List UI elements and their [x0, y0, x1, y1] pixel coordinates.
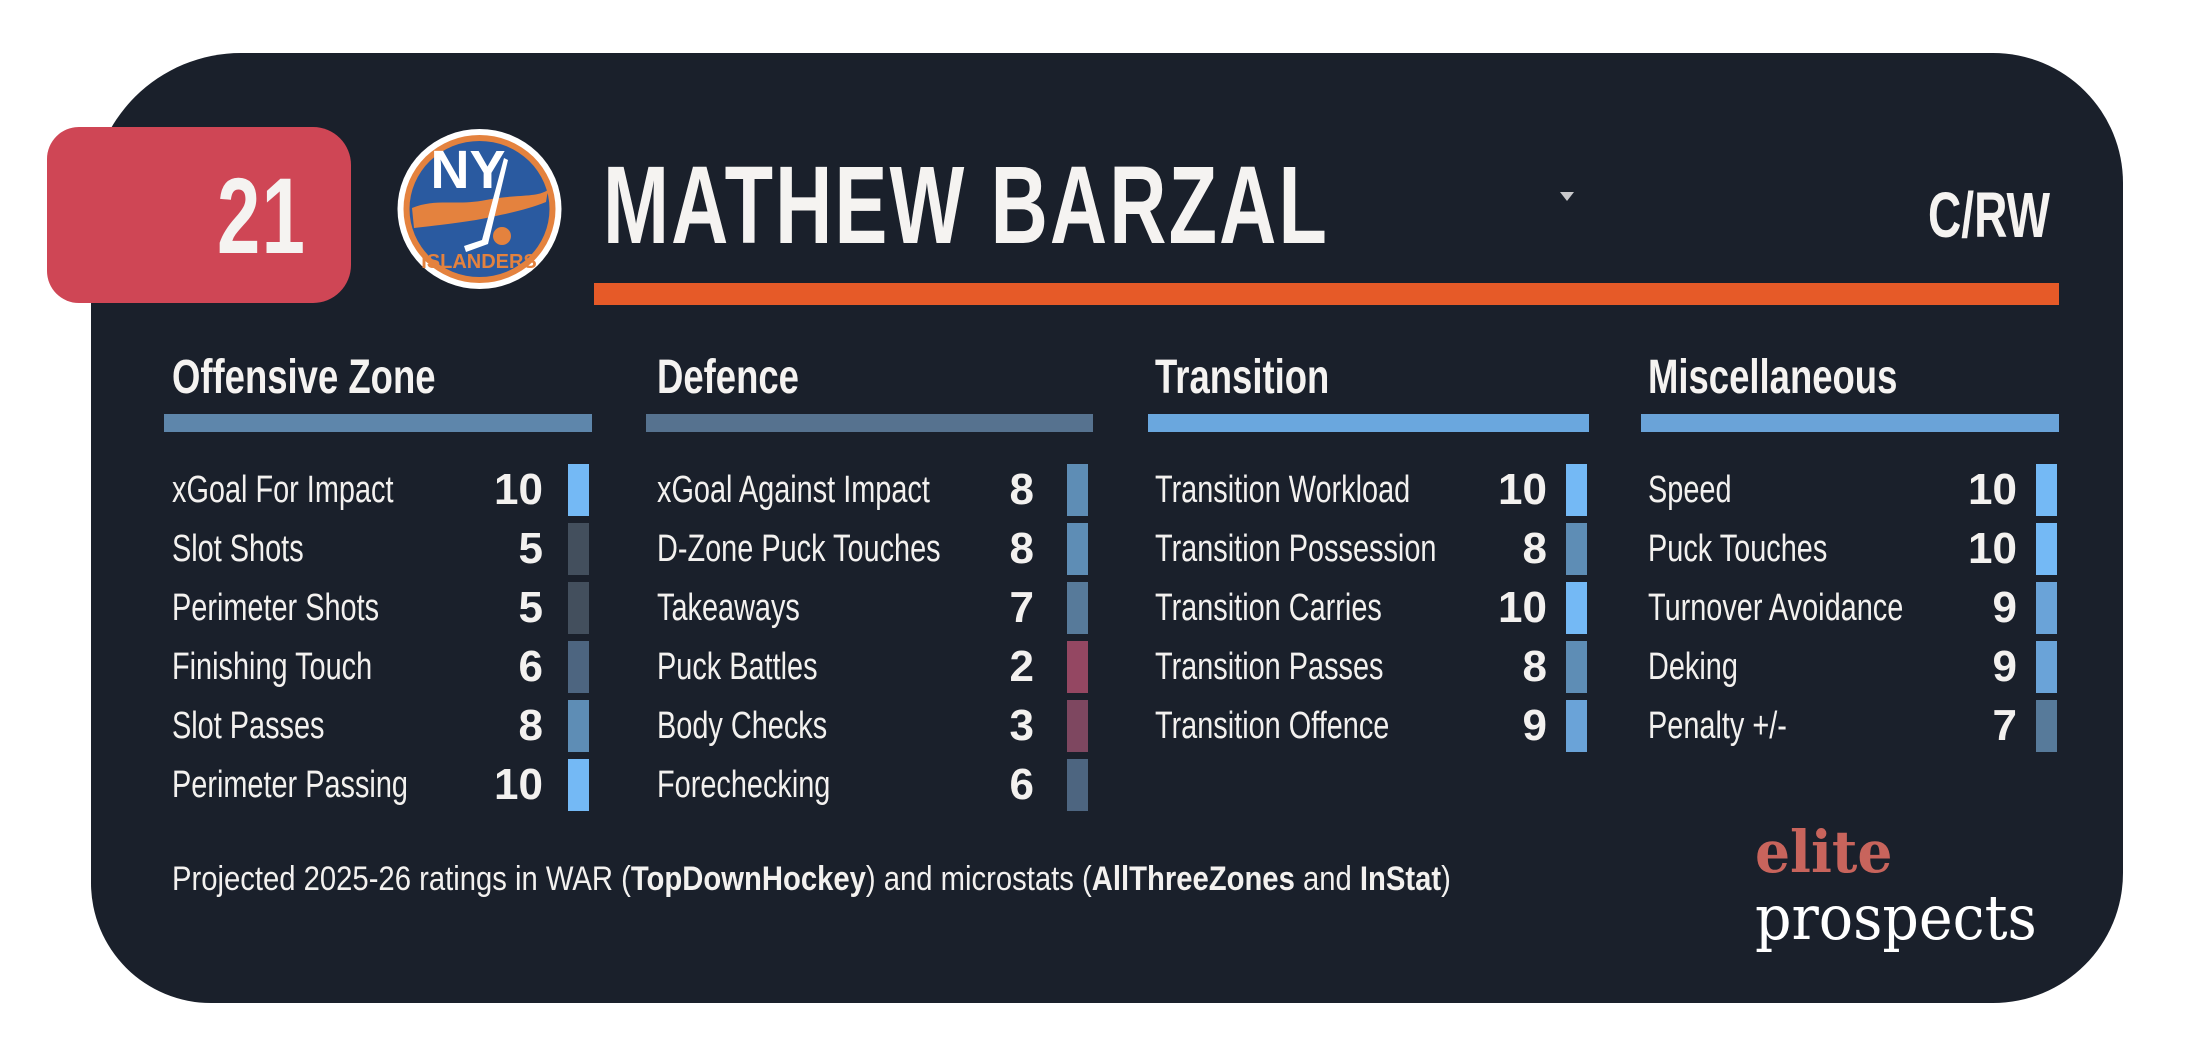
svg-text:ISLANDERS: ISLANDERS [421, 251, 537, 273]
stat-label: Transition Passes [1155, 646, 1384, 688]
section-title-offensive-zone: Offensive Zone [172, 351, 436, 404]
stat-rating-bar [2036, 464, 2057, 516]
stat-label: Perimeter Shots [172, 587, 380, 629]
footer-text: ) and microstats ( [865, 860, 1092, 898]
source-allthreezones: AllThreeZones [1091, 860, 1295, 898]
stat-rating-bar [1067, 759, 1088, 811]
stat-rating-bar [1566, 464, 1587, 516]
stat-value: 2 [1009, 642, 1034, 691]
stat-label: Takeaways [657, 587, 800, 629]
stat-label: Forechecking [657, 764, 831, 806]
stat-value: 10 [1968, 465, 2017, 514]
stat-value: 8 [1009, 465, 1034, 514]
stat-label: Body Checks [657, 705, 828, 747]
section-bar-transition [1148, 414, 1589, 432]
stat-label: Speed [1648, 469, 1732, 511]
elite-prospects-logo: elite prospects [1755, 822, 2061, 950]
stat-value: 10 [494, 465, 543, 514]
stat-value: 10 [494, 760, 543, 809]
section-bar-defence [646, 414, 1093, 432]
svg-text:NY: NY [430, 140, 505, 200]
footer-note: Projected 2025-26 ratings in WAR (TopDow… [172, 860, 1451, 899]
player-position: C/RW [1928, 179, 2051, 251]
stat-value: 8 [1009, 524, 1034, 573]
stat-value: 10 [1498, 465, 1547, 514]
stat-value: 3 [1009, 701, 1034, 750]
stat-label: Finishing Touch [172, 646, 373, 688]
section-title-defence: Defence [657, 351, 799, 404]
source-instat: InStat [1359, 860, 1442, 898]
stat-rating-bar [1067, 641, 1088, 693]
stat-rating-bar [568, 759, 589, 811]
stat-value: 5 [518, 524, 543, 573]
stat-label: Deking [1648, 646, 1738, 688]
stat-label: Transition Carries [1155, 587, 1382, 629]
stat-rating-bar [2036, 523, 2057, 575]
accent-bar [594, 283, 2059, 305]
jersey-number-badge: 21 [47, 127, 351, 303]
stat-value: 8 [1522, 642, 1547, 691]
stat-label: Perimeter Passing [172, 764, 408, 806]
stat-value: 8 [1522, 524, 1547, 573]
stat-label: D-Zone Puck Touches [657, 528, 941, 570]
footer-text: and [1294, 860, 1360, 898]
stat-rating-bar [568, 700, 589, 752]
player-name: MATHEW BARZAL [603, 144, 1330, 267]
stat-value: 6 [518, 642, 543, 691]
dropdown-arrow-icon[interactable] [1560, 192, 1574, 201]
stat-label: Transition Offence [1155, 705, 1390, 747]
stat-rating-bar [2036, 700, 2057, 752]
stat-rating-bar [1067, 582, 1088, 634]
stat-rating-bar [1566, 700, 1587, 752]
stat-label: Puck Touches [1648, 528, 1828, 570]
brand-elite: elite [1755, 818, 1893, 886]
stat-value: 9 [1992, 583, 2017, 632]
stat-label: Puck Battles [657, 646, 818, 688]
stat-rating-bar [1566, 523, 1587, 575]
stat-label: Transition Workload [1155, 469, 1411, 511]
stat-rating-bar [1067, 700, 1088, 752]
stat-label: Slot Shots [172, 528, 304, 570]
jersey-number: 21 [217, 155, 307, 276]
section-title-miscellaneous: Miscellaneous [1648, 351, 1898, 404]
footer-text: Projected 2025-26 ratings in WAR ( [172, 860, 631, 898]
stat-rating-bar [568, 582, 589, 634]
stat-value: 8 [518, 701, 543, 750]
stat-value: 9 [1522, 701, 1547, 750]
stat-rating-bar [1067, 464, 1088, 516]
stat-label: xGoal For Impact [172, 469, 394, 511]
stat-label: Penalty +/- [1648, 705, 1787, 747]
stat-value: 9 [1992, 642, 2017, 691]
stat-label: Turnover Avoidance [1648, 587, 1904, 629]
section-bar-offensive-zone [164, 414, 592, 432]
section-title-transition: Transition [1155, 351, 1330, 404]
section-bar-miscellaneous [1641, 414, 2059, 432]
stat-value: 5 [518, 583, 543, 632]
stat-value: 7 [1009, 583, 1034, 632]
footer-text: ) [1441, 860, 1451, 898]
stat-rating-bar [2036, 641, 2057, 693]
stat-label: xGoal Against Impact [657, 469, 930, 511]
stat-rating-bar [568, 641, 589, 693]
stat-label: Slot Passes [172, 705, 325, 747]
stat-value: 6 [1009, 760, 1034, 809]
stat-value: 10 [1498, 583, 1547, 632]
stat-rating-bar [568, 523, 589, 575]
stat-value: 7 [1992, 701, 2017, 750]
stat-rating-bar [1566, 582, 1587, 634]
team-logo-icon: NY ISLANDERS [397, 129, 562, 289]
stat-rating-bar [2036, 582, 2057, 634]
brand-prospects: prospects [1755, 880, 2037, 954]
stat-rating-bar [1566, 641, 1587, 693]
stat-value: 10 [1968, 524, 2017, 573]
source-topdownhockey: TopDownHockey [630, 860, 866, 898]
stat-rating-bar [1067, 523, 1088, 575]
stat-rating-bar [568, 464, 589, 516]
stat-label: Transition Possession [1155, 528, 1437, 570]
